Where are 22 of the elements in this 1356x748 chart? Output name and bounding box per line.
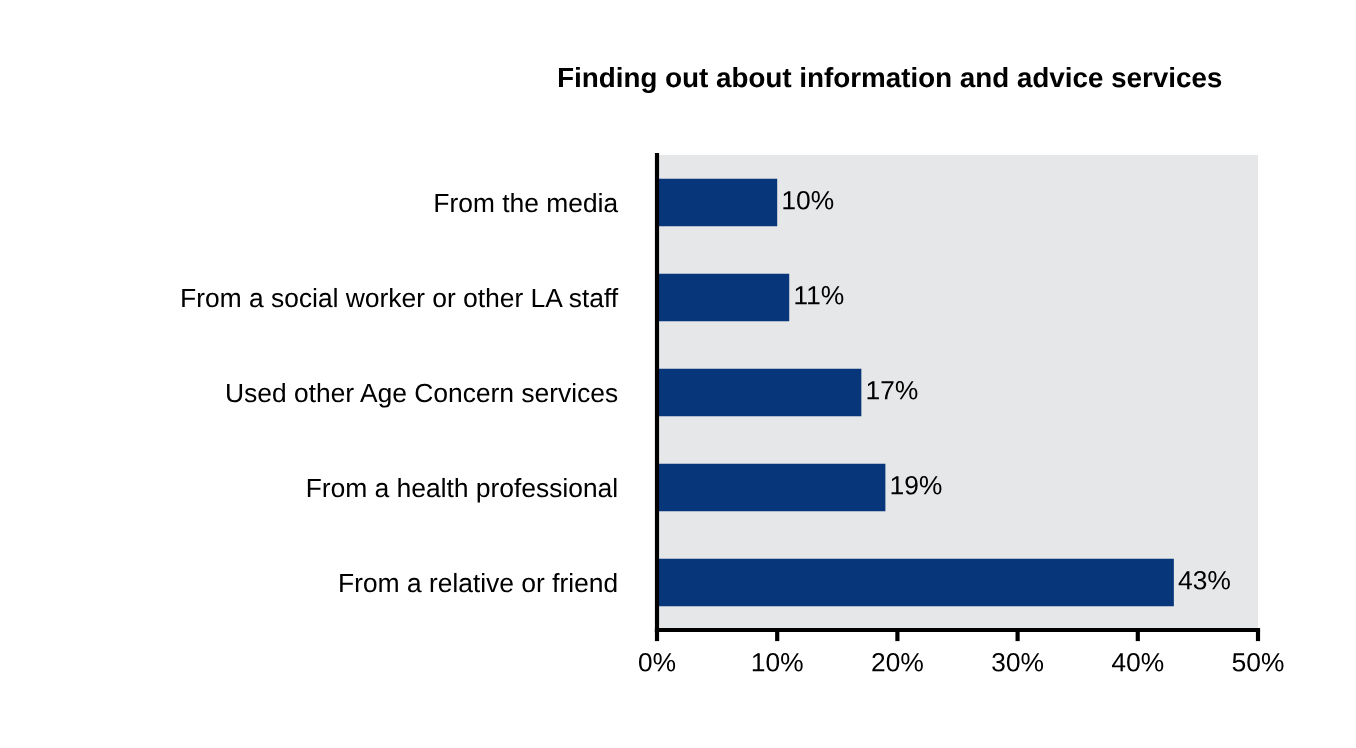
bar <box>657 558 1174 607</box>
x-tick-label: 40% <box>1112 652 1164 672</box>
data-label: 11% <box>795 286 844 305</box>
data-label: 17% <box>867 381 918 400</box>
bar <box>657 178 778 227</box>
y-tick-label: From a relative or friend <box>340 572 617 593</box>
bar <box>657 273 790 322</box>
y-tick-label: From a social worker or other LA staff <box>182 287 619 308</box>
x-tick-label: 0% <box>638 652 676 672</box>
x-tick-label: 10% <box>752 652 803 672</box>
x-tick-label: 20% <box>872 652 923 672</box>
y-tick-label: From the media <box>435 192 619 213</box>
chart-title: Finding out about information and advice services <box>558 66 1222 94</box>
y-tick-label: Used other Age Concern services <box>227 382 618 408</box>
x-tick-label: 50% <box>1232 652 1284 672</box>
data-label: 19% <box>891 475 942 495</box>
y-tick-label: From a health professional <box>307 477 617 503</box>
bar <box>657 368 862 417</box>
data-label: 43% <box>1178 570 1230 590</box>
bar <box>657 463 886 512</box>
x-tick-label: 30% <box>992 652 1044 672</box>
data-label: 10% <box>783 190 834 210</box>
